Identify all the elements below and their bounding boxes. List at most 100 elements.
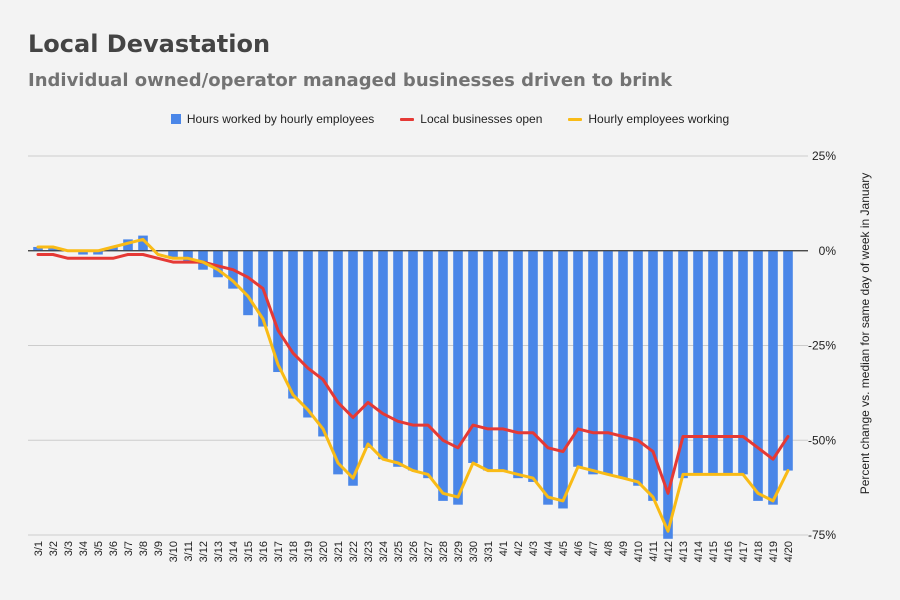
bar [723,250,733,475]
x-tick-label: 4/17 [738,541,750,562]
x-tick-label: 3/19 [303,541,315,562]
legend-item-hours: Hours worked by hourly employees [170,112,375,126]
x-tick-label: 4/18 [753,541,765,562]
chart-title: Local Devastation [28,30,271,58]
x-tick-label: 4/10 [633,541,645,562]
x-tick-label: 4/6 [573,541,585,556]
x-tick-label: 4/8 [603,541,615,556]
x-tick-label: 3/4 [78,541,90,556]
bar [753,250,763,501]
bar [453,250,463,505]
x-tick-label: 4/11 [648,541,660,562]
x-tick-label: 4/2 [513,541,525,556]
y-tick-label: -25% [808,339,836,353]
bar [663,250,673,539]
y-tick-label: -50% [808,433,836,447]
bar [378,250,388,460]
bar [783,250,793,471]
bar [318,250,328,437]
bar [498,250,508,471]
legend-label-businesses: Local businesses open [420,112,543,126]
bar [393,250,403,467]
x-tick-label: 3/23 [363,541,375,562]
employees-working-line [36,237,790,533]
bar [408,250,418,471]
bar [168,250,178,259]
bar [123,239,133,251]
bar [108,246,118,251]
x-tick-label: 4/14 [693,541,705,562]
y-tick-label: -75% [808,528,836,542]
x-tick-label: 3/24 [378,541,390,562]
x-tick-label: 3/21 [333,541,345,562]
x-tick-label: 4/3 [528,541,540,556]
bar [528,250,538,482]
bar [708,250,718,475]
x-tick-label: 3/6 [108,541,120,556]
bar [423,250,433,479]
x-tick-label: 4/7 [588,541,600,556]
bar [483,250,493,471]
x-tick-label: 3/1 [33,541,45,556]
bar [288,250,298,399]
x-tick-label: 3/9 [153,541,165,556]
x-tick-label: 3/27 [423,541,435,562]
bar [648,250,658,501]
legend-swatch-employees [568,117,583,121]
x-tick-label: 4/19 [768,541,780,562]
x-tick-label: 3/25 [393,541,405,562]
bar [138,235,148,251]
x-tick-label: 3/30 [468,541,480,562]
bar [363,250,373,448]
bar [78,250,88,255]
bar [678,250,688,479]
bar [48,246,58,251]
bar [273,250,283,373]
x-tick-label: 3/31 [483,541,495,562]
x-tick-label: 4/12 [663,541,675,562]
bar [303,250,313,418]
bar [198,250,208,270]
bar [603,250,613,475]
legend-label-employees: Hourly employees working [588,112,730,126]
y-tick-label: 25% [812,149,836,163]
x-tick-label: 4/9 [618,541,630,556]
bar [333,250,343,475]
bar [543,250,553,505]
x-tick-label: 3/18 [288,541,300,562]
x-tick-label: 3/14 [228,541,240,562]
x-tick-label: 3/13 [213,541,225,562]
bar [738,250,748,475]
bar [348,250,358,486]
bar [618,250,628,479]
x-tick-label: 4/13 [678,541,690,562]
x-tick-label: 3/15 [243,541,255,562]
bar [558,250,568,509]
legend-item-businesses: Local businesses open [400,112,542,126]
x-tick-label: 3/29 [453,541,465,562]
x-tick-label: 4/4 [543,541,555,556]
x-tick-label: 3/2 [48,541,60,556]
businesses-open-line [36,253,790,495]
x-tick-label: 3/8 [138,541,150,556]
x-tick-label: 3/17 [273,541,285,562]
legend-swatch-businesses [400,117,415,121]
x-tick-label: 3/22 [348,541,360,562]
bar [468,250,478,463]
bar [438,250,448,501]
legend-label-hours: Hours worked by hourly employees [186,112,375,126]
bar [693,250,703,475]
x-tick-label: 3/10 [168,541,180,562]
x-tick-label: 4/15 [708,541,720,562]
bar [588,250,598,475]
bar [213,250,223,278]
x-tick-label: 3/7 [123,541,135,556]
bar [183,250,193,263]
bar [33,246,43,251]
x-tick-label: 3/16 [258,541,270,562]
bar [768,250,778,505]
legend-item-employees: Hourly employees working [568,112,729,126]
y-tick-label: 0% [819,244,837,258]
x-tick-label: 3/5 [93,541,105,556]
